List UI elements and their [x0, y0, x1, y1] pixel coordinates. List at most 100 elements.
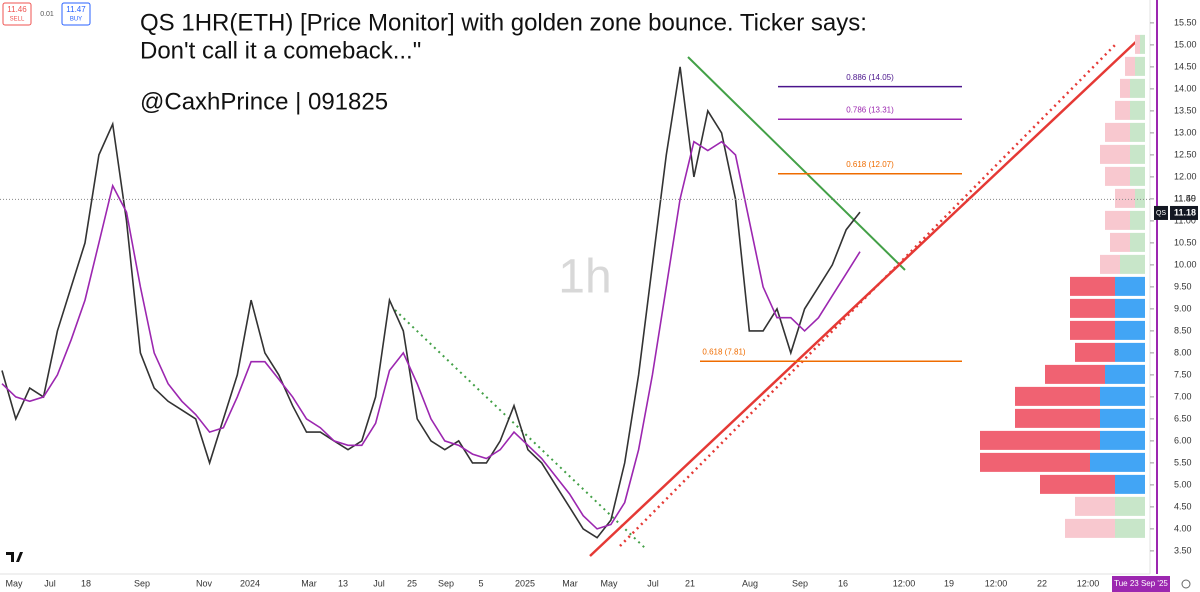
x-tick-label: 2024: [240, 578, 260, 588]
fib-label: 0.886 (14.05): [846, 73, 894, 82]
volume-sell: [1065, 518, 1115, 538]
trend-line: [687, 56, 906, 271]
volume-buy: [1115, 474, 1145, 494]
y-tick-label: 15.00: [1174, 39, 1197, 49]
x-tick-label: 12:00: [1077, 578, 1100, 588]
volume-sell: [1070, 276, 1115, 296]
y-tick-label: 10.50: [1174, 237, 1197, 247]
buy-button[interactable]: [61, 2, 91, 26]
x-tick-label: Jul: [647, 578, 659, 588]
volume-buy: [1130, 78, 1145, 98]
volume-sell: [1070, 320, 1115, 340]
y-tick-label: 3.50: [1174, 545, 1192, 555]
volume-sell: [1125, 56, 1135, 76]
y-tick-label: 4.00: [1174, 523, 1192, 533]
y-tick-label: 11.00: [1174, 215, 1196, 225]
y-tick-label: 15.50: [1174, 17, 1197, 27]
x-tick-label: Jul: [373, 578, 385, 588]
y-tick-label: 6.00: [1174, 435, 1192, 445]
y-tick-label: 5.50: [1174, 457, 1192, 467]
x-tick-label: Sep: [792, 578, 808, 588]
x-tick-label: 25: [407, 578, 417, 588]
x-tick-label: May: [600, 578, 618, 588]
volume-sell: [1100, 254, 1120, 274]
volume-buy: [1130, 166, 1145, 186]
y-tick-label: 9.50: [1174, 281, 1192, 291]
volume-sell: [1075, 342, 1115, 362]
volume-buy: [1115, 342, 1145, 362]
volume-sell: [1070, 298, 1115, 318]
x-tick-label: 13: [338, 578, 348, 588]
x-tick-label: 12:00: [985, 578, 1008, 588]
x-tick-label: Nov: [196, 578, 213, 588]
volume-sell: [1045, 364, 1105, 384]
y-tick-label: 7.00: [1174, 391, 1192, 401]
y-tick-label: 10.00: [1174, 259, 1197, 269]
volume-buy: [1115, 518, 1145, 538]
x-tick-label: Mar: [562, 578, 578, 588]
symbol-box: [1154, 205, 1168, 220]
volume-sell: [1015, 386, 1100, 406]
date-marker-box: [1112, 576, 1170, 592]
title-line: Don't call it a comeback...": [140, 37, 421, 64]
price-line: [1, 66, 861, 539]
y-tick-label: 9.00: [1174, 303, 1192, 313]
spread: 0.01: [40, 11, 54, 18]
volume-buy: [1135, 56, 1145, 76]
volume-buy: [1140, 34, 1145, 54]
x-tick-label: 12:00: [893, 578, 916, 588]
volume-sell: [1115, 100, 1130, 120]
volume-buy: [1115, 298, 1145, 318]
sell-button[interactable]: [2, 2, 32, 26]
x-tick-label: Sep: [438, 578, 454, 588]
fib-label: 0.786 (13.31): [846, 105, 894, 114]
y-tick-label: 12.00: [1174, 171, 1197, 181]
buy-price: 11.47: [66, 5, 86, 14]
volume-sell: [1105, 210, 1130, 230]
tv-logo: [6, 552, 23, 562]
sell-price: 11.46: [7, 5, 27, 14]
volume-sell: [1105, 166, 1130, 186]
watermark: 1h: [558, 251, 611, 304]
volume-buy: [1120, 254, 1145, 274]
x-tick-label: 16: [838, 578, 848, 588]
x-tick-label: 5: [478, 578, 483, 588]
sell-label: SELL: [10, 17, 25, 23]
y-tick-label: 12.50: [1174, 149, 1197, 159]
x-tick-label: 22: [1037, 578, 1047, 588]
volume-buy: [1105, 364, 1145, 384]
volume-buy: [1135, 188, 1145, 208]
author: @CaxhPrince | 091825: [140, 88, 388, 115]
x-tick-label: 18: [81, 578, 91, 588]
x-tick-label: Mar: [301, 578, 317, 588]
y-tick-label: 8.00: [1174, 347, 1192, 357]
volume-sell: [980, 430, 1100, 450]
buy-label: BUY: [70, 17, 82, 23]
volume-sell: [1115, 188, 1135, 208]
x-tick-label: Jul: [44, 578, 56, 588]
volume-buy: [1100, 408, 1145, 428]
volume-sell: [980, 452, 1090, 472]
volume-sell: [1105, 122, 1130, 142]
last-price-box: [1170, 205, 1198, 220]
y-tick-label: 8.50: [1174, 325, 1192, 335]
x-tick-label: 21: [685, 578, 695, 588]
volume-buy: [1130, 232, 1145, 252]
volume-sell: [1100, 144, 1130, 164]
fib-label: 0.618 (7.81): [702, 347, 745, 356]
volume-sell: [1015, 408, 1100, 428]
y-tick-label: 7.50: [1174, 369, 1192, 379]
volume-buy: [1115, 320, 1145, 340]
settings-icon[interactable]: [1181, 579, 1191, 589]
volume-sell: [1110, 232, 1130, 252]
title-line: QS 1HR(ETH) [Price Monitor] with golden …: [140, 9, 867, 36]
y-tick-label: 14.50: [1174, 61, 1197, 71]
x-tick-label: Sep: [134, 578, 150, 588]
volume-sell: [1120, 78, 1130, 98]
y-tick-label: 5.00: [1174, 479, 1192, 489]
x-tick-label: Aug: [742, 578, 758, 588]
y-tick-label: 4.50: [1174, 501, 1192, 511]
fib-label: 0.618 (12.07): [846, 160, 894, 169]
volume-sell: [1040, 474, 1115, 494]
volume-sell: [1135, 34, 1140, 54]
